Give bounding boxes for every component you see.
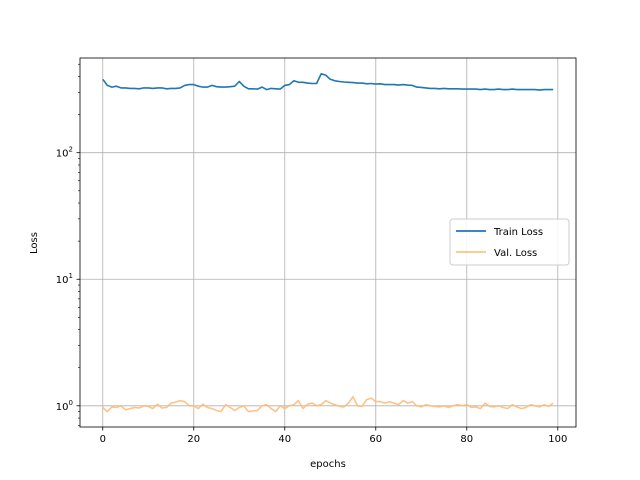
series-layer [102, 73, 554, 413]
y-tick-label: 100 [56, 399, 73, 413]
x-tick-label: 80 [460, 434, 473, 445]
x-tick-label: 0 [100, 434, 106, 445]
y-tick-label: 102 [56, 146, 73, 160]
x-tick-label: 60 [369, 434, 382, 445]
x-tick-label: 100 [548, 434, 567, 445]
x-axis: 0 20 40 60 80 100 [100, 427, 567, 445]
series-line-val-loss [102, 395, 554, 413]
series-line-train-loss [102, 73, 554, 91]
x-axis-label: epochs [310, 459, 346, 470]
grid-lines [80, 58, 576, 427]
legend-label-train-loss: Train Loss [493, 227, 543, 238]
plot-frame [79, 57, 577, 428]
x-tick-label: 20 [187, 434, 200, 445]
y-axis-label: Loss [29, 232, 40, 254]
x-tick-label: 40 [278, 434, 291, 445]
y-tick-label: 101 [56, 272, 73, 286]
legend-label-val-loss: Val. Loss [494, 248, 537, 259]
y-axis: 100 101 102 [56, 63, 80, 426]
legend: Train Loss Val. Loss [449, 218, 570, 266]
